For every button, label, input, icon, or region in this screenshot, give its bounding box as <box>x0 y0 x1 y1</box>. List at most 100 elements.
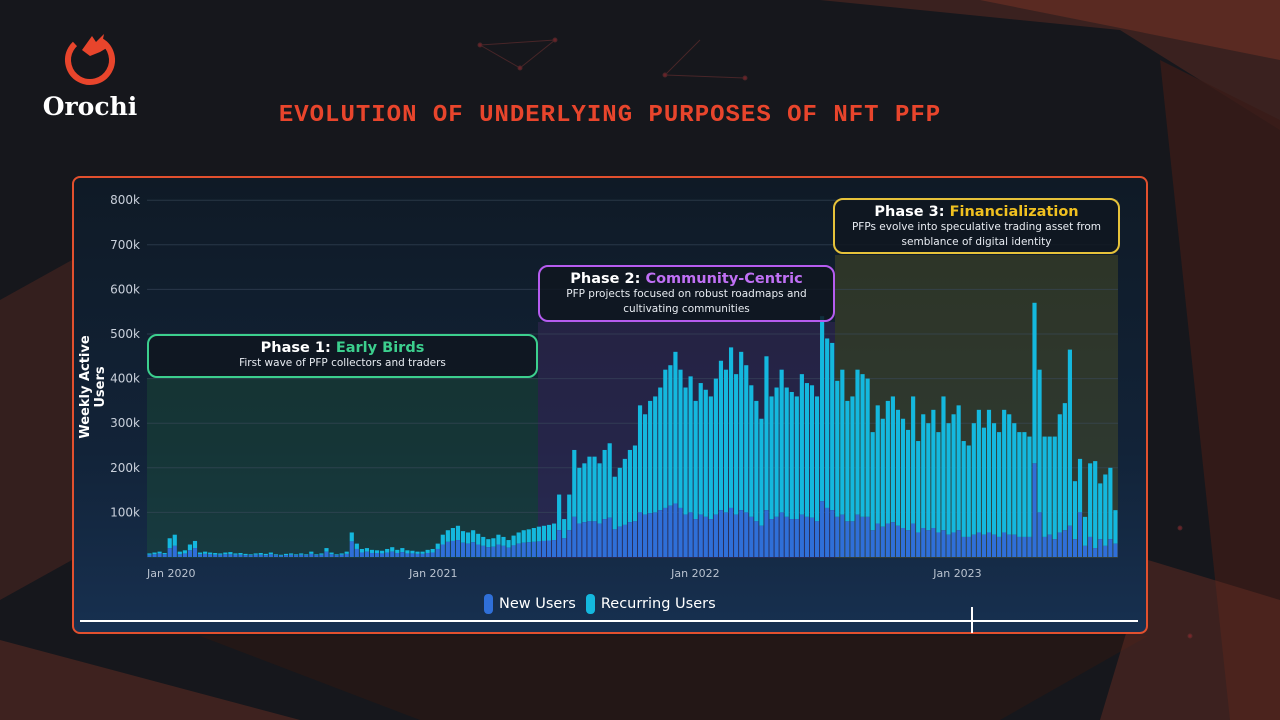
bar-new-users <box>557 530 562 557</box>
bar-recurring-users <box>814 396 820 522</box>
bar-recurring-users <box>850 396 855 522</box>
legend-new-users[interactable]: New Users <box>484 594 576 614</box>
bar-recurring-users <box>582 463 587 523</box>
bar-recurring-users <box>415 551 420 554</box>
bar-new-users <box>941 530 946 557</box>
bar-recurring-users <box>637 405 643 513</box>
y-tick-label: 200k <box>110 461 140 475</box>
bar-new-users <box>289 554 294 557</box>
bar-recurring-users <box>390 547 395 552</box>
bar-new-users <box>1072 539 1078 557</box>
bar-new-users <box>572 516 577 557</box>
bar-new-users <box>875 523 880 557</box>
bar-new-users <box>1077 512 1083 557</box>
bar-recurring-users <box>294 554 299 556</box>
bar-new-users <box>911 523 916 557</box>
bar-recurring-users <box>1042 436 1047 537</box>
bar-recurring-users <box>167 538 172 549</box>
y-tick-label: 600k <box>110 282 140 296</box>
bar-recurring-users <box>1002 409 1007 533</box>
bar-recurring-users <box>703 389 708 517</box>
bar-new-users <box>445 541 450 557</box>
bar-recurring-users <box>860 374 865 517</box>
bar-new-users <box>1032 463 1037 557</box>
bar-recurring-users <box>921 414 926 529</box>
bar-new-users <box>946 534 951 557</box>
phase1-box: Phase 1: Early Birds First wave of PFP c… <box>147 334 538 378</box>
y-tick-label: 100k <box>110 505 140 519</box>
bar-new-users <box>1082 545 1088 557</box>
bar-new-users <box>1062 530 1067 557</box>
legend-recurring-users[interactable]: Recurring Users <box>585 594 716 614</box>
bar-recurring-users <box>1017 432 1022 537</box>
bar-recurring-users <box>976 409 981 533</box>
bar-recurring-users <box>880 418 885 527</box>
bar-new-users <box>329 554 334 557</box>
bar-new-users <box>1093 548 1098 557</box>
bar-recurring-users <box>941 396 946 531</box>
bar-recurring-users <box>855 369 860 515</box>
bar-recurring-users <box>197 552 203 555</box>
dragon-logo-icon <box>65 34 115 85</box>
bar-new-users <box>172 545 177 557</box>
bar-new-users <box>668 505 673 557</box>
bar-recurring-users <box>299 553 304 555</box>
bar-recurring-users <box>1067 349 1072 526</box>
bar-recurring-users <box>344 551 349 554</box>
bar-recurring-users <box>1072 481 1078 540</box>
bar-recurring-users <box>319 553 324 555</box>
bar-recurring-users <box>339 553 344 555</box>
bar-new-users <box>870 530 875 557</box>
bar-new-users <box>192 548 198 557</box>
bar-new-users <box>971 534 976 557</box>
bar-recurring-users <box>496 534 501 545</box>
bar-new-users <box>420 553 425 557</box>
bar-new-users <box>981 534 987 557</box>
bar-recurring-users <box>253 553 258 555</box>
bar-new-users <box>607 517 612 557</box>
brand-logo: Orochi <box>40 28 140 121</box>
bar-recurring-users <box>531 528 536 542</box>
bar-new-users <box>476 544 481 557</box>
bar-recurring-users <box>486 539 491 548</box>
bar-new-users <box>1057 532 1062 557</box>
bar-recurring-users <box>430 548 435 553</box>
bar-recurring-users <box>572 449 577 517</box>
bar-recurring-users <box>895 409 901 526</box>
bar-recurring-users <box>1093 461 1098 549</box>
bar-new-users <box>1103 545 1108 557</box>
bar-recurring-users <box>354 543 359 549</box>
bar-recurring-users <box>723 369 729 513</box>
bar-recurring-users <box>885 400 890 524</box>
bar-recurring-users <box>1037 369 1042 513</box>
bar-new-users <box>582 522 587 557</box>
bar-new-users <box>344 553 349 557</box>
bar-recurring-users <box>673 351 678 504</box>
bar-recurring-users <box>218 553 223 555</box>
bar-recurring-users <box>966 445 971 537</box>
bar-recurring-users <box>1098 483 1103 540</box>
bar-recurring-users <box>602 449 607 520</box>
bar-new-users <box>683 514 688 557</box>
bar-new-users <box>713 514 718 557</box>
bar-recurring-users <box>152 552 157 555</box>
bar-new-users <box>1027 536 1032 557</box>
bar-new-users <box>223 554 228 557</box>
bar-recurring-users <box>380 550 385 554</box>
timeline-scrubber[interactable] <box>80 620 1138 622</box>
bar-new-users <box>794 519 799 557</box>
timeline-scrubber-handle[interactable] <box>971 607 973 633</box>
bar-recurring-users <box>192 540 198 549</box>
bar-recurring-users <box>420 551 425 554</box>
bar-recurring-users <box>309 551 314 554</box>
bar-new-users <box>825 507 830 557</box>
bar-new-users <box>728 507 734 557</box>
bar-recurring-users <box>739 351 744 511</box>
bar-new-users <box>430 552 435 557</box>
bar-recurring-users <box>471 530 476 543</box>
bar-recurring-users <box>617 467 622 527</box>
bar-recurring-users <box>840 369 845 515</box>
bar-recurring-users <box>395 549 400 553</box>
bar-new-users <box>460 542 466 557</box>
bar-new-users <box>258 554 263 557</box>
